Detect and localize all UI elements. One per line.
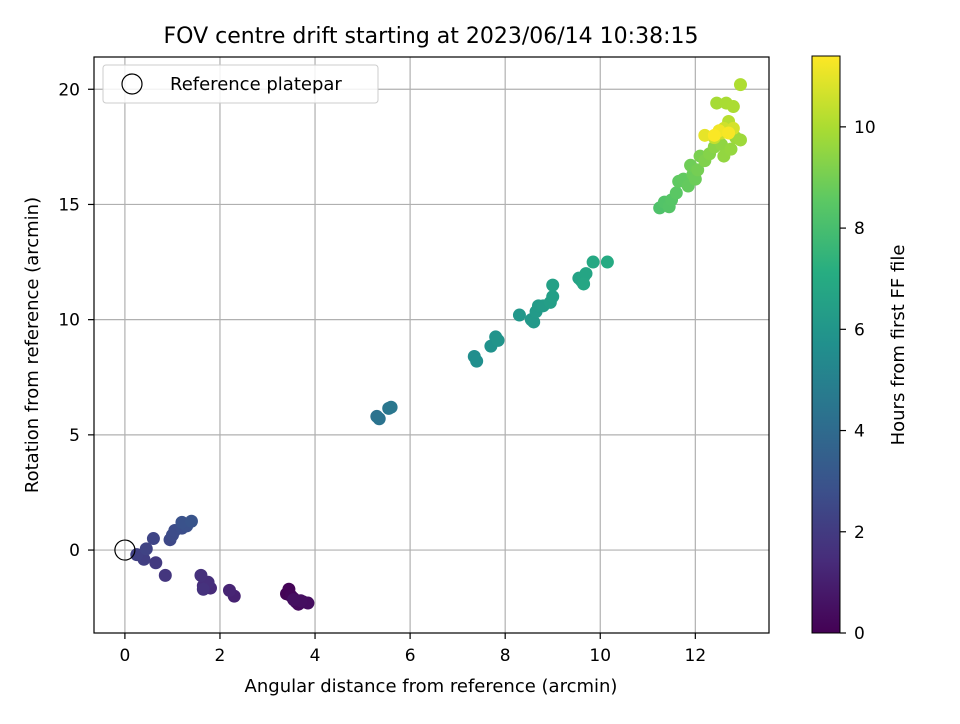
chart-title: FOV centre drift starting at 2023/06/14 … [164,24,699,49]
x-tick-label: 4 [310,646,321,666]
y-tick-label: 20 [58,80,80,100]
data-point [146,532,160,546]
reference-point-marker [114,539,136,561]
data-point [726,100,740,114]
data-point [733,133,747,147]
data-point [546,278,560,292]
data-point [707,128,721,142]
y-tick-label: 15 [58,195,80,215]
data-point [372,412,386,426]
x-tick-label: 12 [685,646,707,666]
colorbar-tick-label: 10 [854,118,876,138]
x-tick-label: 6 [405,646,416,666]
y-axis-ticks: 0 5 10 15 20 [58,80,94,561]
data-point [175,515,189,529]
plot-frame [93,56,770,634]
data-points [130,78,747,611]
x-tick-label: 10 [589,646,611,666]
data-point [194,568,208,582]
data-point [698,128,712,142]
data-point [733,78,747,92]
data-point [184,514,198,528]
data-point [512,308,526,322]
data-point [600,255,614,269]
data-point [196,582,210,596]
x-tick-label: 8 [500,646,511,666]
y-tick-label: 5 [69,426,80,446]
legend-box [102,64,379,104]
data-point [149,556,163,570]
data-point [491,333,505,347]
data-point [384,400,398,414]
data-point [669,186,683,200]
data-point [470,354,484,368]
colorbar-tick-label: 0 [854,624,865,644]
y-tick-label: 0 [69,541,80,561]
colorbar-gradient [811,55,841,634]
data-point [158,568,172,582]
data-point [546,290,560,304]
data-point [724,142,738,156]
legend-reference-marker [121,73,143,95]
data-point [130,548,144,562]
colorbar-ticks: 0 2 4 6 8 10 [840,118,876,644]
data-point [577,277,591,291]
colorbar-tick-label: 8 [854,219,865,239]
legend-entry-label: Reference platepar [170,74,342,95]
data-point [579,267,593,281]
x-axis-label: Angular distance from reference (arcmin) [245,676,618,697]
y-axis-label: Rotation from reference (arcmin) [22,197,43,493]
data-point [691,163,705,177]
data-point [722,126,736,140]
colorbar-tick-label: 6 [854,320,865,340]
colorbar-label: Hours from first FF file [888,245,909,446]
data-point [287,593,301,607]
x-tick-label: 0 [119,646,130,666]
data-point [710,96,724,110]
x-axis-ticks: 0 2 4 6 8 10 12 [119,633,706,666]
data-point [527,315,541,329]
data-point [139,542,153,556]
colorbar: 0 2 4 6 8 10 Hours from first FF file [811,55,909,644]
reference-marker-layer [114,539,136,561]
legend: Reference platepar [102,64,379,104]
data-point [222,583,236,597]
colorbar-tick-label: 4 [854,422,865,442]
y-tick-label: 10 [58,311,80,331]
colorbar-tick-label: 2 [854,523,865,543]
grid-lines [94,57,769,633]
data-point [586,255,600,269]
x-tick-label: 2 [215,646,226,666]
